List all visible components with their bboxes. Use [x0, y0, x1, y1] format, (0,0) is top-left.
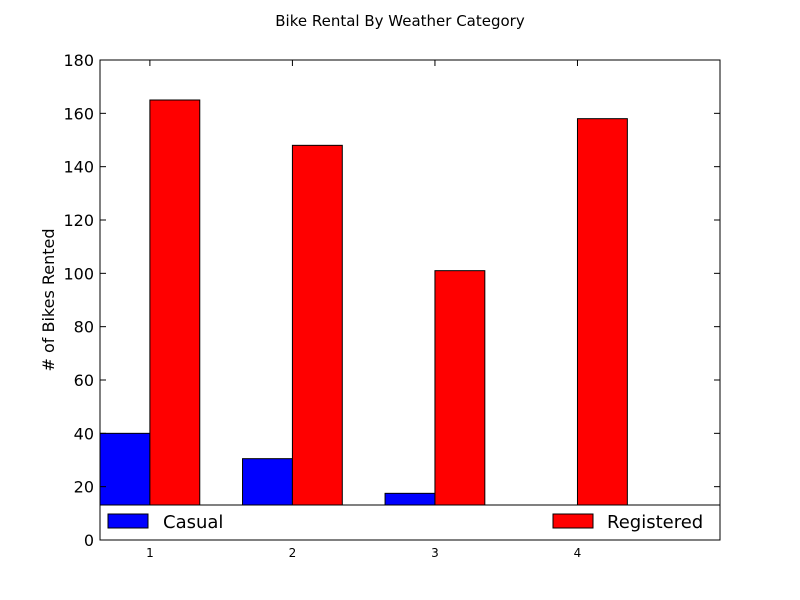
x-tick-label: 1 [146, 546, 154, 560]
x-tick-label: 4 [574, 546, 582, 560]
chart-title: Bike Rental By Weather Category [275, 12, 525, 30]
y-tick-label: 140 [63, 158, 94, 177]
legend-box [99, 504, 721, 541]
legend-label-casual: Casual [163, 512, 223, 533]
bars-group [99, 99, 628, 541]
y-tick-label: 80 [74, 318, 94, 337]
x-tick-label: 3 [431, 546, 439, 560]
bar-registered-3 [434, 270, 486, 541]
y-tick-label: 120 [63, 211, 94, 230]
bar-registered-1 [149, 99, 201, 541]
x-tick-label: 2 [289, 546, 297, 560]
y-tick-label: 60 [74, 371, 94, 390]
y-tick-label: 180 [63, 51, 94, 70]
y-axis-label: # of Bikes Rented [39, 228, 58, 371]
y-tick-label: 160 [63, 104, 94, 123]
legend-swatch-casual [107, 513, 149, 529]
legend-swatch-registered [552, 513, 594, 529]
y-tick-label: 40 [74, 424, 94, 443]
legend-label-registered: Registered [607, 512, 703, 533]
y-tick-label: 0 [84, 531, 94, 550]
bar-registered-4 [576, 118, 628, 541]
y-tick-label: 100 [63, 264, 94, 283]
ticks-group: 0 20 40 60 80 100 120 140 160 180 1 2 3 4 [63, 51, 720, 560]
legend: Casual Registered [99, 504, 721, 541]
bar-registered-2 [291, 144, 343, 541]
y-tick-label: 20 [74, 478, 94, 497]
